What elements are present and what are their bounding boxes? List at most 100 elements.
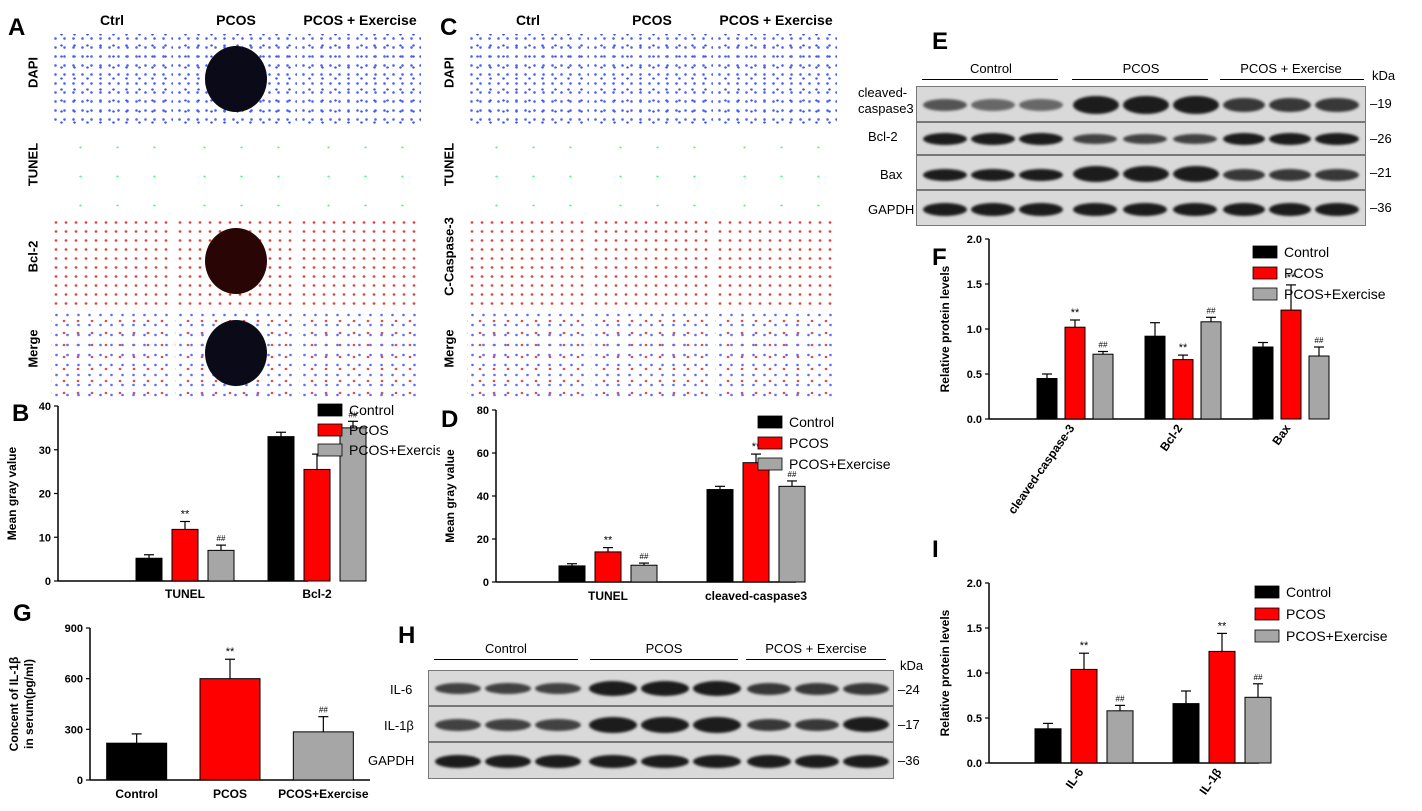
blot-e-kda-gapdh: –36 [1370,200,1392,215]
chart-b-ytick-label-2: 20 [39,489,51,501]
panel-label-a: A [8,14,26,41]
blot-e-strip-ccasp3 [916,86,1366,122]
blot-h-line-pcos [590,659,738,660]
micrograph-c-tunel-ctrl [466,125,590,217]
panel-a-col-exercise: PCOS + Exercise [303,12,417,28]
micrograph-a-bcl2-ctrl [50,217,174,309]
chart-d-ytick-label-2: 40 [477,491,489,503]
chart-b-bar-control-1 [267,436,295,582]
blot-h-kda-gapdh: –36 [898,753,920,768]
blot-e-group-pcos: PCOS [1122,61,1160,76]
chart-f-bar-pcos-1 [1172,359,1194,420]
chart-f-legend-swatch-0 [1252,245,1278,259]
panel-a-col-ctrl: Ctrl [99,12,125,28]
chart-g-bar-series-1 [199,678,261,781]
panel-label-c: C [440,14,458,41]
chart-i-legend-swatch-1 [1254,607,1280,621]
blot-h-label-gapdh: GAPDH [368,753,415,768]
chart-g-sig-0-1: ** [226,646,235,658]
chart-g-xcat-2: PCOS+Exercise [278,787,369,801]
blot-e-label-bcl2: Bcl-2 [868,129,898,144]
chart-i-legend-label-0: Control [1286,584,1331,600]
chart-i-bar-pcos-exercise-1 [1244,696,1272,764]
micrograph-a-bcl2-pcos [174,217,298,309]
chart-d-bar-pcos-1 [742,462,770,583]
blot-h-group-exercise: PCOS + Exercise [765,641,867,656]
blot-e-group-exercise: PCOS + Exercise [1240,61,1342,76]
chart-b-xcat-1: Bcl-2 [302,587,332,601]
micrograph-a-merge-pcos [174,309,298,401]
chart-d-legend-label-1: PCOS [789,435,829,451]
chart-b-sig-2-0: ## [217,534,226,543]
chart-f: 0.0 0.5 1.0 1.5 2.0 Relative protein levels **… [938,234,1386,517]
blot-e-kda-ccasp3: –19 [1370,96,1392,111]
chart-g-ytick-label-2: 600 [65,674,83,686]
chart-i-bar-control-0 [1034,728,1062,764]
chart-i-ytick-label-4: 2.0 [967,578,982,590]
blot-h-group-pcos: PCOS [645,641,683,656]
chart-b-legend-swatch-1 [317,423,343,437]
chart-d-ytick-label-0: 0 [483,577,489,589]
chart-i-sig-1-0: ** [1080,640,1089,652]
chart-i-sig-2-1: ## [1254,673,1263,682]
chart-f-sig-2-1: ## [1207,306,1216,315]
chart-i-bar-pcos-exercise-0 [1106,710,1134,764]
blot-e-line-exercise [1220,79,1364,80]
chart-f-ytick-label-3: 1.5 [967,279,982,291]
blot-h-kda-gapdh-value: 36 [905,753,920,768]
chart-d-ytick-label-4: 80 [477,405,489,417]
chart-b-xcat-0: TUNEL [165,587,205,601]
blot-e-kda-bax: –21 [1370,165,1392,180]
chart-f-bar-control-2 [1252,346,1274,420]
chart-f-bar-pcos-exercise-0 [1092,353,1114,420]
micrograph-c-dapi-pcos [590,33,714,125]
blot-e-kda-bax-value: 21 [1377,165,1392,180]
blot-h-strip-gapdh [428,742,894,779]
chart-i-ytick-label-1: 0.5 [967,713,982,725]
blot-h-strip-il1b [428,706,894,742]
chart-g-ylabel-1: in serum(pg/ml) [22,659,36,749]
chart-d-bar-control-0 [558,565,586,583]
micrograph-a-merge-ctrl [50,309,174,401]
blot-e-kda-bcl2-value: 26 [1377,131,1392,146]
chart-f-legend-label-0: Control [1284,244,1329,260]
chart-b-legend-label-2: PCOS+Exercise [349,442,440,458]
chart-i-sig-1-1: ** [1218,620,1227,632]
chart-d-legend-swatch-1 [757,436,783,450]
chart-d-xcat-0: TUNEL [588,589,628,603]
chart-f-ytick-label-1: 0.5 [967,369,982,381]
chart-i: 0.0 0.5 1.0 1.5 2.0 Relative protein levels **… [938,578,1388,797]
blot-h-strip-il6 [428,670,894,706]
chart-g-ylabel-0: Concent of IL-1β [7,657,21,752]
chart-d-sig-2-0: ## [640,552,649,561]
blot-h-label-il1b: IL-1β [384,718,414,733]
chart-f-legend-swatch-1 [1252,266,1278,280]
chart-b-legend-swatch-0 [317,403,343,417]
micrograph-a-dapi-pcos [174,33,298,125]
chart-d: 0 20 40 60 80 Mean gray value ** ** ## ## TUNEL cle… [443,405,891,603]
panel-label-g: G [13,600,32,627]
chart-d-ylabel-0: Mean gray value [443,449,457,543]
chart-i-ytick-label-3: 1.5 [967,623,982,635]
blot-e-strip-bax [916,155,1366,190]
chart-d-bar-pcos-exercise-1 [778,485,806,583]
chart-d-legend-label-2: PCOS+Exercise [789,456,891,472]
panel-c-col-exercise: PCOS + Exercise [719,12,833,28]
blot-h-kda-il1b: –17 [898,717,920,732]
chart-b-bar-control-0 [135,557,163,582]
chart-f-sig-1-1: ** [1179,342,1188,354]
blot-e-line-control [922,79,1058,80]
chart-b-bar-pcos-exercise-1 [339,427,367,582]
chart-d-sig-2-1: ## [788,470,797,479]
chart-i-sig-2-0: ## [1116,694,1125,703]
chart-f-legend-label-2: PCOS+Exercise [1284,286,1386,302]
micrograph-a-dapi-ctrl [50,33,174,125]
micrograph-a-merge-exercise [298,309,422,401]
chart-i-legend-label-1: PCOS [1286,606,1326,622]
chart-b-ytick-label-1: 10 [39,532,51,544]
panel-label-f: F [932,244,947,271]
micrograph-c-tunel-exercise [714,125,838,217]
chart-i-legend-label-2: PCOS+Exercise [1286,628,1388,644]
chart-d-bar-pcos-0 [594,551,622,583]
panel-a-row-merge: Merge [25,329,41,368]
